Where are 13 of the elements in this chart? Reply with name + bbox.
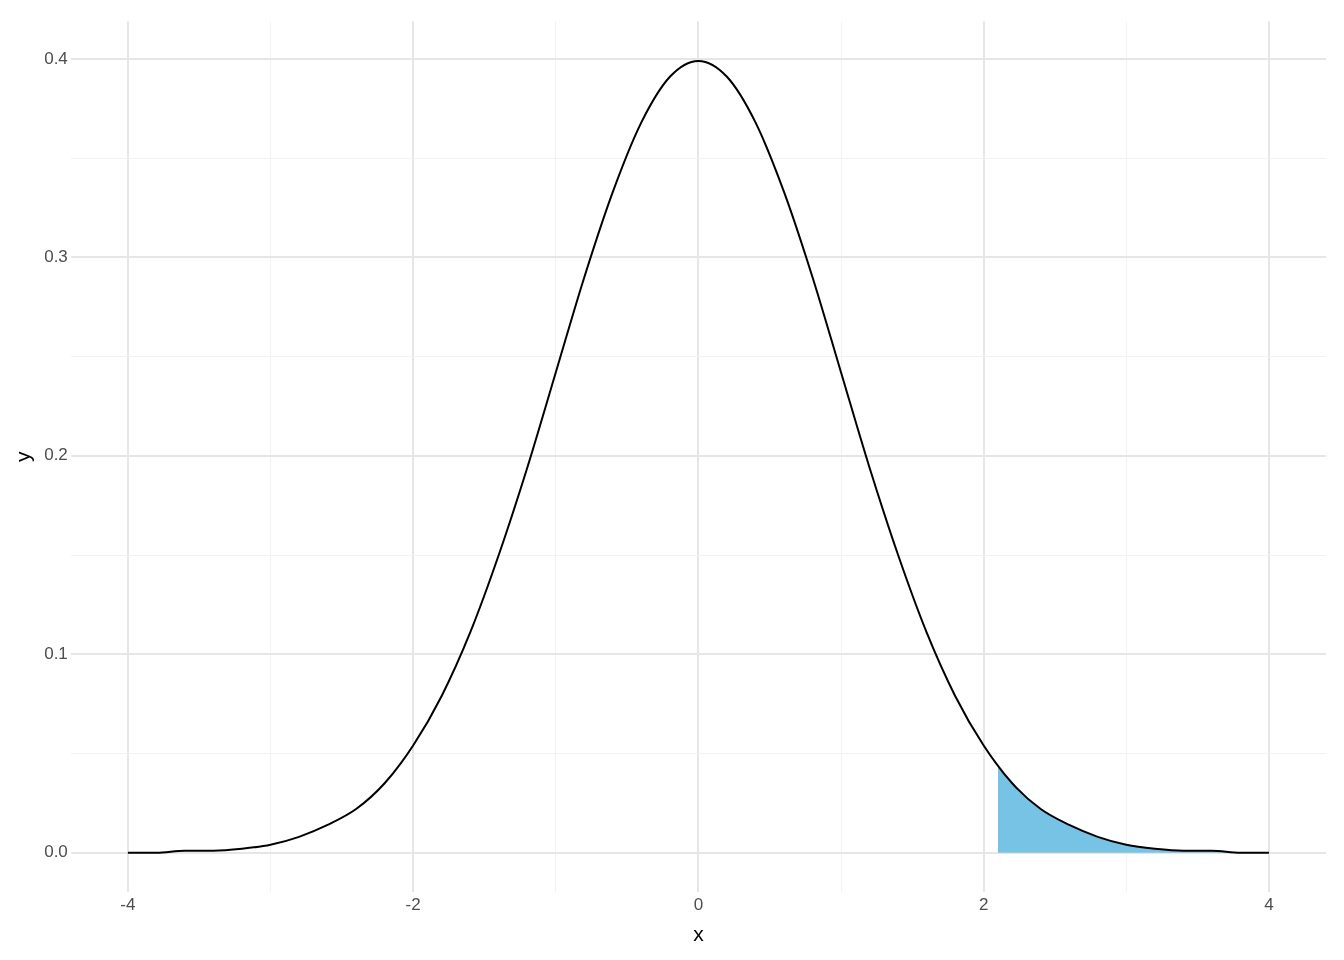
x-tick-label: -2 — [405, 895, 421, 915]
x-tick-label: 4 — [1264, 895, 1274, 915]
y-tick-label: 0.3 — [44, 247, 68, 267]
x-tick-label: -4 — [120, 895, 136, 915]
x-tick-label: 0 — [693, 895, 704, 915]
y-tick-label: 0.1 — [44, 643, 68, 663]
x-axis-title: x — [693, 922, 705, 946]
y-axis-title: y — [11, 451, 35, 463]
line-series — [126, 59, 1270, 854]
y-tick-label: 0.0 — [44, 842, 68, 862]
y-tick-label: 0.4 — [44, 48, 68, 68]
x-tick-label: 2 — [978, 895, 989, 915]
y-tick-label: 0.2 — [44, 445, 68, 465]
